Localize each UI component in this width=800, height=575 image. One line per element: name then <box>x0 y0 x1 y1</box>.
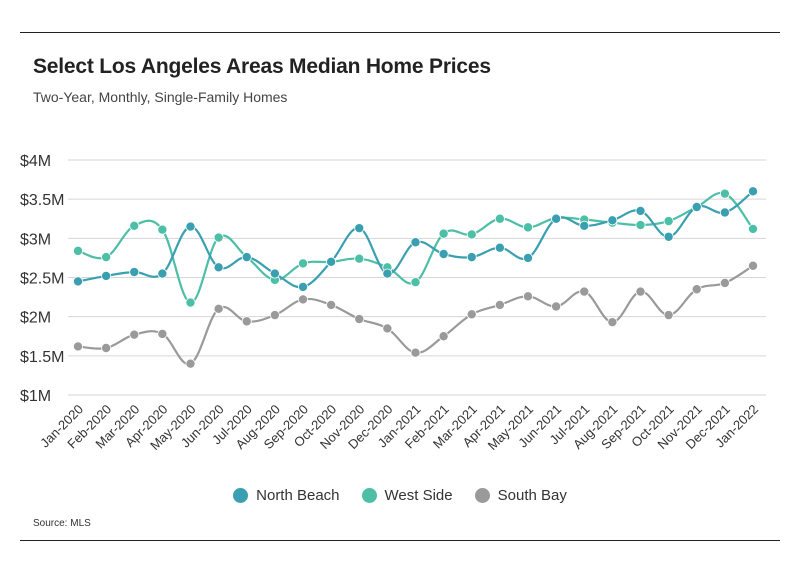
north-beach-data-point <box>551 213 562 224</box>
south-bay-data-point <box>269 310 280 321</box>
west-side-data-point <box>494 213 505 224</box>
south-bay-data-point <box>691 284 702 295</box>
west-side-data-point <box>663 216 674 227</box>
chart-title: Select Los Angeles Areas Median Home Pri… <box>33 55 491 78</box>
west-side-data-point <box>101 252 112 263</box>
legend-item-south-bay: South Bay <box>474 487 567 504</box>
north-beach-data-point <box>523 252 534 263</box>
north-beach-data-point <box>719 207 730 218</box>
west-side-data-point <box>129 220 140 231</box>
north-beach-data-point <box>241 252 252 263</box>
north-beach-data-point <box>297 281 308 292</box>
north-beach-data-point <box>185 221 196 232</box>
legend-label: West Side <box>384 487 453 504</box>
legend-swatch-north-beach <box>233 488 249 503</box>
west-side-data-point <box>466 229 477 240</box>
y-tick-label: $3M <box>20 231 51 248</box>
y-tick-label: $2.5M <box>20 271 64 288</box>
south-bay-data-point <box>466 309 477 320</box>
south-bay-data-point <box>663 310 674 321</box>
south-bay-data-point <box>748 260 759 271</box>
legend-swatch-west-side <box>361 488 377 503</box>
west-side-data-point <box>719 188 730 199</box>
south-bay-data-point <box>523 291 534 302</box>
north-beach-data-point <box>382 268 393 279</box>
south-bay-data-point <box>101 342 112 353</box>
west-side-data-point <box>213 232 224 243</box>
y-tick-label: $4M <box>20 153 51 170</box>
legend-label: South Bay <box>497 487 567 504</box>
source-note: Source: MLS <box>33 518 91 529</box>
south-bay-data-point <box>73 341 84 352</box>
south-bay-data-point <box>607 317 618 328</box>
north-beach-data-point <box>691 201 702 212</box>
y-tick-label: $3.5M <box>20 192 64 209</box>
south-bay-data-point <box>326 299 337 310</box>
north-beach-data-point <box>410 237 421 248</box>
south-bay-data-point <box>382 323 393 334</box>
south-bay-data-point <box>719 277 730 288</box>
west-side-data-point <box>297 258 308 269</box>
south-bay-data-point <box>129 329 140 340</box>
north-beach-data-point <box>607 215 618 226</box>
north-beach-data-point <box>663 231 674 242</box>
north-beach-data-point <box>129 267 140 278</box>
south-bay-data-point <box>213 303 224 314</box>
west-side-data-point <box>73 245 84 256</box>
legend-item-west-side: West Side <box>361 487 453 504</box>
south-bay-data-point <box>185 358 196 369</box>
north-beach-data-point <box>354 223 365 234</box>
south-bay-data-point <box>438 331 449 342</box>
legend-item-north-beach: North Beach <box>233 487 340 504</box>
west-side-data-point <box>748 223 759 234</box>
south-bay-data-point <box>635 286 646 297</box>
legend-swatch-south-bay <box>474 488 490 503</box>
legend-label: North Beach <box>256 487 340 504</box>
north-beach-data-point <box>73 276 84 287</box>
north-beach-data-point <box>748 186 759 197</box>
north-beach-data-point <box>494 242 505 253</box>
north-beach-data-point <box>438 248 449 259</box>
chart-legend: North Beach West Side South Bay <box>0 487 800 504</box>
north-beach-data-point <box>157 268 168 279</box>
y-tick-label: $1.5M <box>20 349 64 366</box>
west-side-data-point <box>438 228 449 239</box>
west-side-data-point <box>354 253 365 264</box>
bottom-rule <box>20 540 780 541</box>
y-tick-label: $2M <box>20 310 51 327</box>
north-beach-data-point <box>635 205 646 216</box>
south-bay-data-point <box>494 299 505 310</box>
south-bay-data-point <box>297 294 308 305</box>
west-side-data-point <box>410 277 421 288</box>
north-beach-data-point <box>101 270 112 281</box>
north-beach-data-point <box>213 262 224 273</box>
south-bay-data-point <box>410 347 421 358</box>
south-bay-data-point <box>579 286 590 297</box>
chart-subtitle: Two-Year, Monthly, Single-Family Homes <box>33 89 288 105</box>
north-beach-data-point <box>466 252 477 263</box>
north-beach-data-point <box>269 268 280 279</box>
south-bay-data-point <box>551 301 562 312</box>
west-side-data-point <box>157 224 168 235</box>
south-bay-data-point <box>241 316 252 327</box>
north-beach-data-point <box>326 256 337 267</box>
south-bay-data-point <box>157 328 168 339</box>
west-side-data-point <box>523 222 534 233</box>
west-side-data-point <box>185 297 196 308</box>
y-tick-label: $1M <box>20 388 51 405</box>
south-bay-data-point <box>354 314 365 325</box>
north-beach-data-point <box>579 220 590 231</box>
top-rule <box>20 32 780 33</box>
west-side-data-point <box>635 220 646 231</box>
